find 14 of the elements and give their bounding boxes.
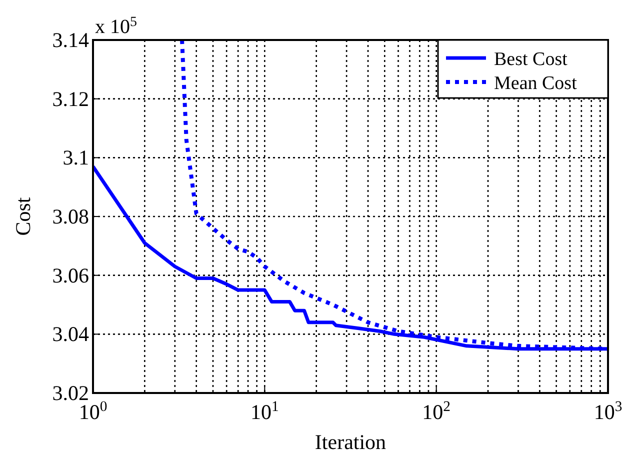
- y-tick-label: 3.1: [62, 146, 89, 170]
- y-tick-label: 3.04: [52, 322, 90, 346]
- legend-label: Best Cost: [494, 49, 568, 70]
- x-tick-label: 10$^{3}$: [594, 399, 622, 424]
- y-tick-label: 3.12: [52, 86, 89, 111]
- y-tick-label: 3.08: [52, 204, 89, 228]
- x-tick-label: 10$^{2}$: [422, 399, 451, 424]
- text: x 10$^{5}$: [95, 14, 137, 38]
- y-tick-label: 3.14: [52, 28, 90, 52]
- y-tick-label: 3.06: [52, 263, 89, 288]
- x-axis-title: Iteration: [314, 430, 387, 454]
- legend-label: Mean Cost: [494, 73, 578, 94]
- x-tick-label: 10$^{1}$: [250, 399, 279, 424]
- y-axis-title: Cost: [11, 197, 35, 236]
